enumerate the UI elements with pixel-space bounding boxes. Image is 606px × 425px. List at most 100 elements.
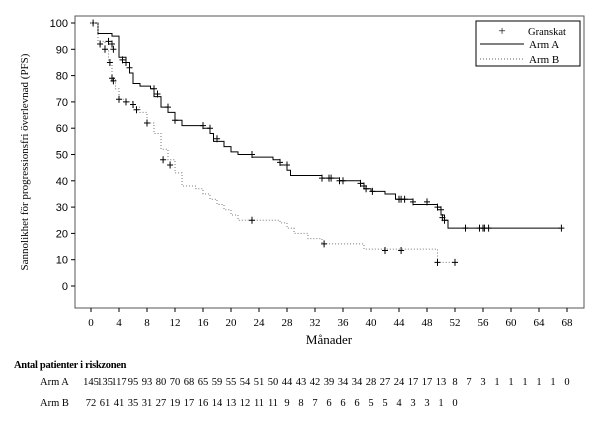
- y-tick-label: 20: [56, 228, 68, 240]
- censor-mark-arm-b: [110, 77, 117, 85]
- censor-mark-arm-a: [154, 90, 161, 98]
- risk-count: 51: [253, 377, 265, 388]
- risk-count: 65: [197, 377, 209, 388]
- risk-count: 1: [536, 377, 542, 388]
- y-tick-label: 30: [56, 202, 68, 214]
- legend-label-censored: Granskat: [528, 27, 566, 38]
- risk-count: 17: [183, 398, 195, 409]
- y-tick-label: 70: [56, 97, 68, 109]
- censor-mark-arm-a: [172, 116, 178, 124]
- censor-mark-arm-b: [321, 240, 328, 248]
- risk-count: 145: [83, 377, 99, 388]
- x-axis-label: Månader: [306, 332, 353, 347]
- censor-mark-arm-a: [434, 203, 441, 211]
- risk-count: 117: [111, 377, 127, 388]
- x-tick-label: 52: [450, 317, 461, 329]
- risk-count: 13: [435, 377, 447, 388]
- censor-mark-arm-a: [105, 37, 112, 45]
- risk-count: 6: [326, 398, 332, 409]
- x-tick-label: 8: [144, 317, 150, 329]
- risk-count: 35: [127, 398, 139, 409]
- risk-count: 7: [466, 377, 472, 388]
- risk-count: 27: [379, 377, 391, 388]
- risk-count: 12: [239, 398, 251, 409]
- risk-count: 8: [452, 377, 458, 388]
- censor-mark-arm-a: [401, 195, 408, 203]
- risk-count: 3: [480, 377, 486, 388]
- censor-mark-arm-a: [438, 206, 444, 214]
- censor-mark-arm-a: [485, 224, 492, 232]
- risk-count: 34: [351, 377, 363, 388]
- y-tick-label: 0: [62, 281, 68, 293]
- y-tick-label: 90: [56, 44, 68, 56]
- censor-mark-arm-a: [200, 122, 206, 130]
- censor-mark-arm-b: [102, 45, 108, 53]
- y-tick-label: 100: [50, 18, 68, 30]
- risk-count: 61: [99, 398, 111, 409]
- censor-mark-arm-b: [144, 119, 150, 127]
- risk-count: 9: [284, 398, 290, 409]
- risk-count: 7: [312, 398, 318, 409]
- y-tick-label: 60: [56, 123, 68, 135]
- risk-count: 14: [211, 398, 223, 409]
- censor-mark-arm-b: [398, 246, 405, 254]
- risk-count: 4: [396, 398, 402, 409]
- y-tick-label: 80: [56, 71, 68, 83]
- legend-censor-icon: +: [498, 23, 505, 38]
- risk-count: 1: [522, 377, 528, 388]
- censor-mark-arm-a: [424, 198, 430, 206]
- censor-mark-arm-b: [106, 58, 113, 66]
- censor-mark-arm-a: [123, 58, 129, 66]
- x-tick-label: 0: [88, 317, 94, 329]
- censor-mark-arm-b: [249, 216, 255, 224]
- censor-mark-arm-a: [214, 135, 220, 143]
- risk-count: 93: [141, 377, 153, 388]
- risk-count: 50: [267, 377, 279, 388]
- x-tick-label: 36: [338, 317, 350, 329]
- y-axis-label: Sannolikhet för progressionsfri överlevn…: [19, 53, 31, 270]
- risk-count: 54: [239, 377, 251, 388]
- risk-count: 1: [550, 377, 556, 388]
- censor-mark-arm-b: [97, 40, 104, 48]
- risk-count: 44: [281, 377, 293, 388]
- censor-mark-arm-a: [340, 177, 346, 185]
- censor-mark-arm-b: [434, 258, 441, 266]
- censor-mark-arm-b: [133, 106, 140, 114]
- risk-count: 19: [169, 398, 181, 409]
- risk-count: 0: [452, 398, 458, 409]
- risk-count: 28: [365, 377, 377, 388]
- risk-count: 31: [141, 398, 153, 409]
- x-tick-label: 64: [534, 317, 546, 329]
- censor-mark-arm-a: [126, 64, 133, 72]
- risk-count: 1: [508, 377, 514, 388]
- x-tick-label: 68: [562, 317, 574, 329]
- censor-mark-arm-a: [109, 40, 115, 48]
- risk-count: 3: [424, 398, 430, 409]
- risk-count: 68: [183, 377, 195, 388]
- censor-mark-arm-b: [452, 258, 458, 266]
- x-tick-label: 4: [116, 317, 122, 329]
- risk-count: 16: [197, 398, 209, 409]
- y-tick-label: 10: [56, 255, 68, 267]
- censor-mark-arm-b: [382, 246, 388, 254]
- risk-table: Antal patienter i riskzonen Arm A 145 135…: [14, 360, 570, 409]
- censor-mark-arm-a: [410, 198, 416, 206]
- risk-count: 72: [85, 398, 97, 409]
- censor-mark-arm-b: [160, 156, 167, 164]
- risk-count: 6: [340, 398, 346, 409]
- censor-mark-arm-b: [130, 101, 136, 109]
- risk-count: 95: [127, 377, 139, 388]
- risk-count: 70: [169, 377, 181, 388]
- risk-count: 43: [295, 377, 307, 388]
- x-tick-label: 12: [170, 317, 181, 329]
- risk-count: 59: [211, 377, 223, 388]
- x-tick-label: 56: [478, 317, 490, 329]
- x-tick-label: 24: [254, 317, 266, 329]
- censor-mark-arm-b: [116, 95, 122, 103]
- x-tick-label: 44: [394, 317, 406, 329]
- risk-count: 8: [298, 398, 304, 409]
- y-tick-label: 50: [56, 150, 68, 162]
- censor-mark-arm-a: [369, 187, 376, 195]
- censor-mark-arm-a: [319, 174, 325, 182]
- censor-mark-arm-a: [110, 45, 117, 53]
